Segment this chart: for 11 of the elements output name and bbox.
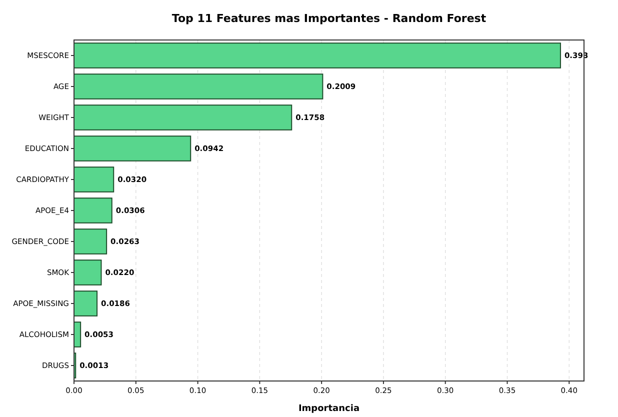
x-axis-title: Importancia [298, 404, 360, 414]
bar [74, 228, 108, 254]
bar [74, 136, 192, 162]
bar [74, 198, 112, 224]
bar [74, 260, 102, 286]
chart-title: Top 11 Features mas Importantes - Random Forest [172, 12, 486, 25]
bar [74, 290, 98, 316]
bar [74, 42, 561, 68]
bar [74, 166, 114, 192]
bar [74, 104, 292, 130]
bar [74, 74, 324, 100]
